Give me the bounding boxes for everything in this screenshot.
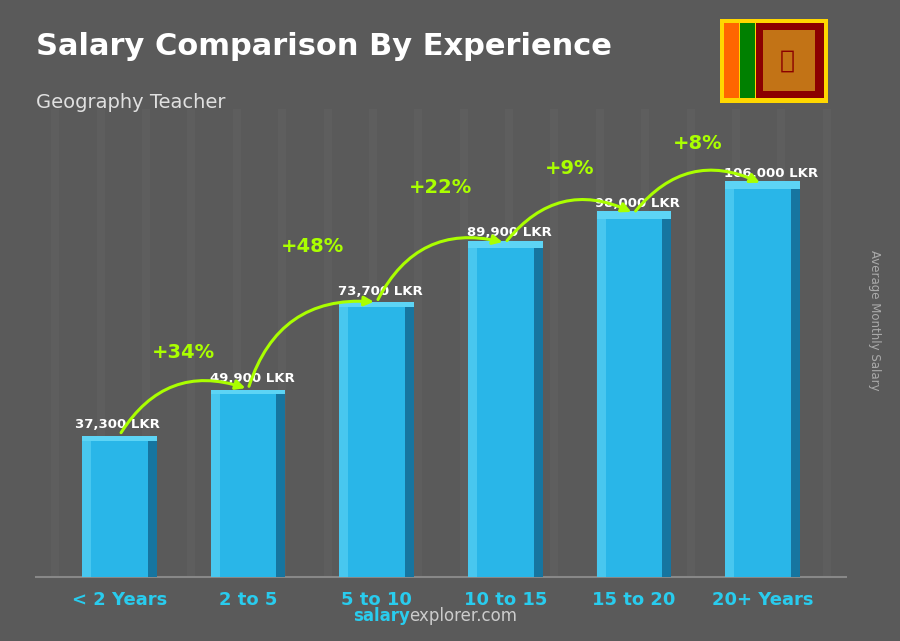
Bar bbox=[82, 440, 157, 577]
Bar bbox=[468, 248, 477, 577]
Bar bbox=[82, 440, 91, 577]
Bar bbox=[405, 308, 414, 577]
Bar bbox=[339, 308, 348, 577]
Text: +8%: +8% bbox=[673, 134, 723, 153]
Bar bbox=[597, 211, 671, 219]
Bar bbox=[725, 189, 800, 577]
Text: 89,900 LKR: 89,900 LKR bbox=[467, 226, 552, 239]
Bar bbox=[740, 23, 755, 98]
Text: Salary Comparison By Experience: Salary Comparison By Experience bbox=[36, 32, 612, 61]
Text: +34%: +34% bbox=[152, 342, 215, 362]
Bar bbox=[756, 23, 824, 98]
Bar bbox=[534, 248, 543, 577]
Text: 37,300 LKR: 37,300 LKR bbox=[75, 419, 159, 431]
Text: 𝐋: 𝐋 bbox=[780, 49, 795, 73]
Bar bbox=[339, 308, 414, 577]
Bar bbox=[791, 189, 800, 577]
Bar bbox=[724, 23, 739, 98]
Bar bbox=[211, 394, 220, 577]
Bar bbox=[725, 181, 800, 189]
Bar bbox=[597, 219, 671, 577]
Text: +22%: +22% bbox=[410, 178, 472, 197]
Text: 98,000 LKR: 98,000 LKR bbox=[595, 197, 680, 210]
Text: 106,000 LKR: 106,000 LKR bbox=[724, 167, 818, 180]
Bar bbox=[725, 189, 734, 577]
Text: salary: salary bbox=[353, 607, 410, 625]
Bar bbox=[276, 394, 285, 577]
Text: 49,900 LKR: 49,900 LKR bbox=[210, 372, 294, 385]
Text: explorer.com: explorer.com bbox=[410, 607, 518, 625]
Text: +9%: +9% bbox=[544, 160, 594, 178]
Bar bbox=[468, 241, 543, 248]
Bar bbox=[82, 436, 157, 440]
Bar bbox=[211, 390, 285, 394]
Text: +48%: +48% bbox=[281, 237, 344, 256]
Bar bbox=[597, 219, 606, 577]
Bar bbox=[339, 301, 414, 308]
Bar bbox=[763, 30, 814, 92]
Bar bbox=[468, 248, 543, 577]
Bar bbox=[211, 394, 285, 577]
Bar bbox=[148, 440, 157, 577]
Text: Average Monthly Salary: Average Monthly Salary bbox=[868, 250, 881, 391]
Text: Geography Teacher: Geography Teacher bbox=[36, 93, 226, 112]
Text: 73,700 LKR: 73,700 LKR bbox=[338, 285, 423, 298]
Bar bbox=[662, 219, 671, 577]
